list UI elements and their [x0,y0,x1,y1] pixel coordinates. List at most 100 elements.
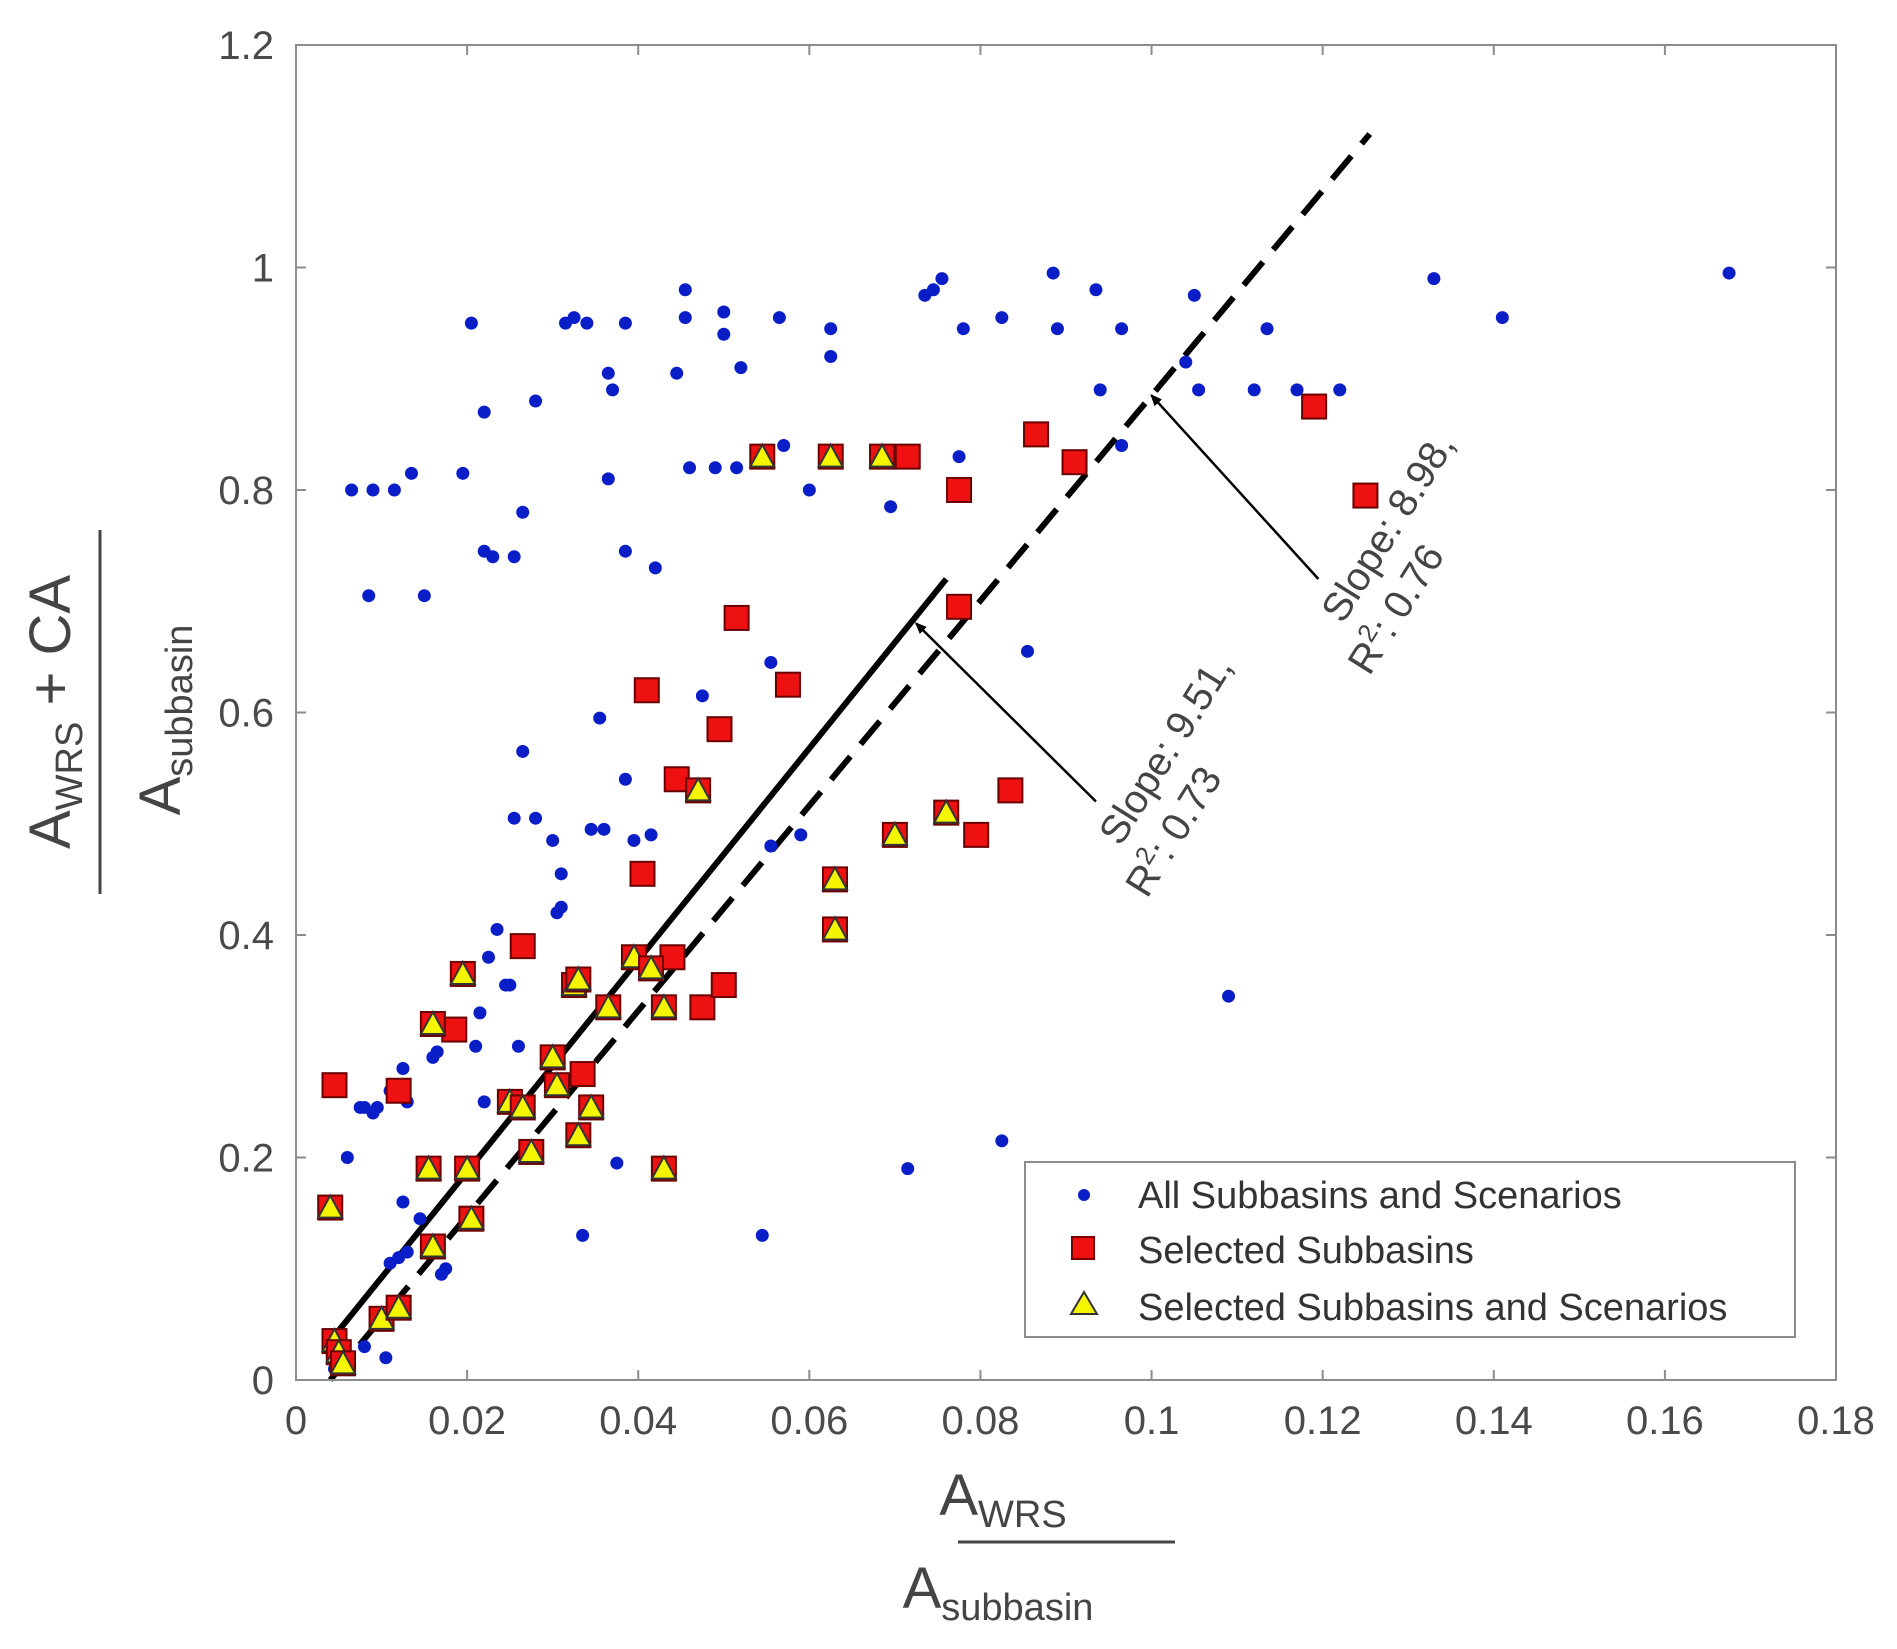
point-selected-subbasin [1023,421,1050,448]
point-all-subbasins [730,461,744,475]
point-selected-scenario [868,442,896,468]
point-all-subbasins [507,550,521,564]
y-tick-label: 1 [252,247,274,291]
legend-marker-square [1071,1236,1095,1260]
point-selected-scenario [748,442,776,468]
point-all-subbasins [366,483,380,497]
point-selected-scenario [684,776,712,802]
point-all-subbasins [550,906,564,920]
annotation-arrow [1150,393,1320,580]
point-all-subbasins [777,439,791,452]
fit-line-dashed [327,132,1373,1382]
y-tick-label: 1.2 [218,24,274,68]
point-all-subbasins [884,500,898,514]
point-all-subbasins [1115,439,1129,452]
point-selected-scenario [881,820,909,846]
point-all-subbasins [627,833,641,847]
point-all-subbasins [1187,288,1201,302]
point-all-subbasins [935,272,949,286]
x-tick-label: 0.02 [428,1399,506,1443]
point-selected-scenario [543,1071,571,1097]
series-all-subbasins [328,266,1736,1376]
legend-box [1024,1161,1796,1338]
x-tick-label: 0 [285,1399,307,1443]
point-selected-subbasin [723,604,750,631]
point-selected-scenario [650,1154,678,1180]
legend-label-all: All Subbasins and Scenarios [1138,1175,1622,1217]
point-all-subbasins [901,1162,915,1176]
point-all-subbasins [1247,383,1261,397]
point-selected-subbasin [569,1061,596,1088]
point-all-subbasins [477,405,491,419]
point-all-subbasins [516,744,530,758]
point-all-subbasins [567,311,581,325]
point-selected-subbasin [963,821,990,848]
x-tick-label: 0.16 [1626,1399,1704,1443]
point-selected-scenario [821,865,849,891]
x-label-denominator-main: A [903,1556,942,1621]
point-all-subbasins [683,461,697,475]
y-tick-label: 0.6 [218,692,274,736]
legend-label-selected: Selected Subbasins [1138,1230,1474,1272]
point-all-subbasins [576,1228,590,1242]
legend-marker-triangle [1069,1290,1099,1315]
point-all-subbasins [473,1006,487,1020]
x-tick-label: 0.12 [1284,1399,1362,1443]
point-all-subbasins [618,772,632,786]
point-all-subbasins [529,394,543,408]
svg-text:Asubbasin: Asubbasin [903,1556,1094,1629]
point-all-subbasins [1089,283,1103,297]
point-all-subbasins [464,316,478,330]
point-all-subbasins [717,305,731,319]
plot-frame [295,44,1837,1381]
series-selected-subbasins [321,393,1379,1104]
point-all-subbasins [956,322,970,336]
point-selected-scenario [457,1204,486,1230]
point-all-subbasins [678,283,692,297]
point-all-subbasins [644,828,658,842]
plot-background [296,45,1836,1380]
point-all-subbasins [584,822,598,836]
point-selected-subbasin [663,766,690,793]
point-all-subbasins [400,1245,414,1259]
point-all-subbasins [695,689,709,703]
point-all-subbasins [734,361,748,375]
point-all-subbasins [379,1351,393,1365]
point-all-subbasins [764,839,778,853]
point-all-subbasins [1260,322,1274,336]
point-all-subbasins [952,450,966,464]
y-label-denominator-main: A [128,776,193,815]
point-all-subbasins [708,461,722,475]
point-all-subbasins [824,322,838,336]
point-all-subbasins [1179,355,1193,369]
point-all-subbasins [670,366,684,380]
point-all-subbasins [755,1228,769,1242]
point-all-subbasins [1021,644,1034,658]
point-all-subbasins [1093,383,1107,397]
point-all-subbasins [439,1262,453,1276]
point-all-subbasins [717,327,731,341]
y-tick-label: 0.8 [218,469,274,513]
y-label-numerator-sub: WRS [49,722,91,811]
point-all-subbasins [772,311,786,325]
y-axis-label: AWRS + CA Asubbasin [18,530,201,894]
point-selected-scenario [821,915,849,941]
y-label-numerator-tail: + CA [18,575,83,722]
point-selected-scenario [316,1193,344,1219]
point-all-subbasins [1115,322,1129,336]
point-all-subbasins [516,505,530,519]
point-all-subbasins [601,472,615,486]
y-label-denominator-sub: subbasin [159,625,201,777]
point-selected-scenario [419,1232,447,1258]
point-all-subbasins [802,483,816,497]
point-selected-scenario [329,1349,357,1375]
point-all-subbasins [678,311,692,325]
point-all-subbasins [507,811,521,825]
point-all-subbasins [580,316,594,330]
point-all-subbasins [1333,383,1347,397]
point-all-subbasins [387,483,401,497]
point-all-subbasins [618,544,632,558]
point-all-subbasins [396,1195,410,1209]
point-all-subbasins [490,922,504,936]
x-tick-label: 0.06 [770,1399,848,1443]
